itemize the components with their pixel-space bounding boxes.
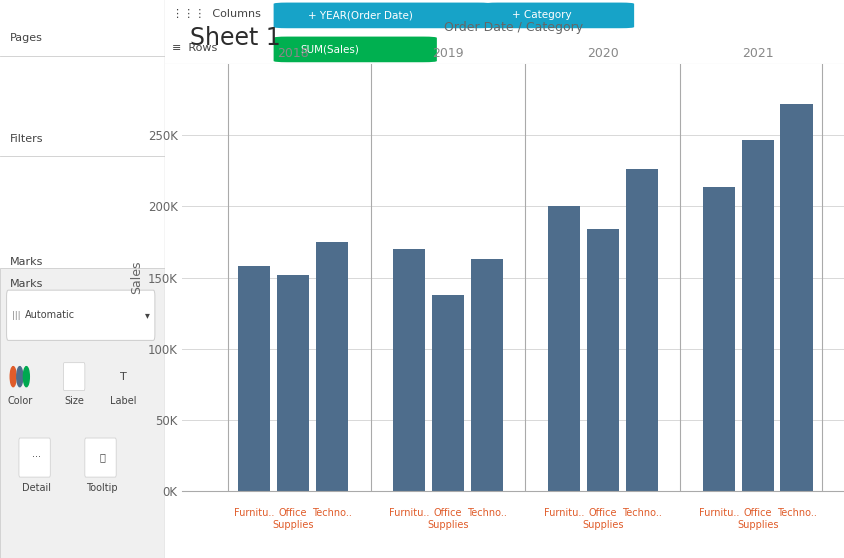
Text: Furnitu..: Furnitu..	[234, 508, 274, 518]
Text: Furnitu..: Furnitu..	[698, 508, 738, 518]
Bar	[238, 266, 270, 491]
Text: Size: Size	[64, 396, 84, 406]
Text: 2020: 2020	[587, 47, 618, 60]
Bar	[586, 229, 619, 491]
FancyBboxPatch shape	[273, 3, 490, 28]
Text: Office
Supplies: Office Supplies	[427, 508, 468, 530]
FancyBboxPatch shape	[63, 363, 84, 391]
Text: Label: Label	[111, 396, 137, 406]
Text: Techno..: Techno..	[621, 508, 661, 518]
Text: Detail: Detail	[22, 483, 51, 493]
Bar	[0, 268, 165, 558]
FancyBboxPatch shape	[484, 3, 633, 28]
Circle shape	[10, 367, 16, 387]
FancyBboxPatch shape	[273, 37, 436, 62]
Text: Sheet 1: Sheet 1	[190, 26, 280, 50]
Text: ▾: ▾	[145, 310, 149, 320]
Bar	[548, 206, 580, 491]
Text: Marks: Marks	[10, 257, 43, 267]
Text: ≡  Rows: ≡ Rows	[171, 43, 217, 53]
Text: + Category: + Category	[511, 11, 571, 21]
Circle shape	[17, 367, 23, 387]
Bar	[780, 104, 812, 491]
Bar	[741, 140, 773, 491]
Y-axis label: Sales: Sales	[130, 261, 143, 295]
Text: Furnitu..: Furnitu..	[544, 508, 584, 518]
FancyBboxPatch shape	[19, 438, 50, 477]
Text: Furnitu..: Furnitu..	[388, 508, 429, 518]
Text: Techno..: Techno..	[776, 508, 815, 518]
Text: Filters: Filters	[10, 134, 43, 144]
Text: 2019: 2019	[431, 47, 463, 60]
Text: Office
Supplies: Office Supplies	[736, 508, 777, 530]
Bar	[392, 249, 425, 491]
Text: Techno..: Techno..	[466, 508, 506, 518]
Text: Office
Supplies: Office Supplies	[272, 508, 313, 530]
Text: Tooltip: Tooltip	[86, 483, 118, 493]
Bar	[625, 170, 657, 491]
Text: |||: |||	[12, 311, 20, 320]
Text: Color: Color	[7, 396, 32, 406]
Bar	[470, 259, 502, 491]
Text: Office
Supplies: Office Supplies	[582, 508, 623, 530]
Text: + YEAR(Order Date): + YEAR(Order Date)	[307, 11, 412, 21]
Text: Automatic: Automatic	[24, 310, 75, 320]
Text: Order Date / Category: Order Date / Category	[443, 21, 582, 34]
Bar	[277, 275, 309, 491]
FancyBboxPatch shape	[84, 438, 116, 477]
Bar	[702, 186, 734, 491]
Bar	[316, 242, 348, 491]
Text: Pages: Pages	[10, 33, 43, 44]
Text: ⋮⋮⋮  Columns: ⋮⋮⋮ Columns	[171, 9, 260, 19]
Text: ···: ···	[32, 453, 41, 463]
Text: 2018: 2018	[277, 47, 309, 60]
Text: 2021: 2021	[741, 47, 773, 60]
Text: 💬: 💬	[99, 453, 105, 463]
Text: SUM(Sales): SUM(Sales)	[300, 45, 360, 55]
Bar	[431, 295, 463, 491]
Circle shape	[24, 367, 30, 387]
Text: T: T	[120, 372, 127, 382]
FancyBboxPatch shape	[7, 290, 154, 340]
Text: Techno..: Techno..	[311, 508, 351, 518]
Text: Marks: Marks	[10, 279, 43, 289]
